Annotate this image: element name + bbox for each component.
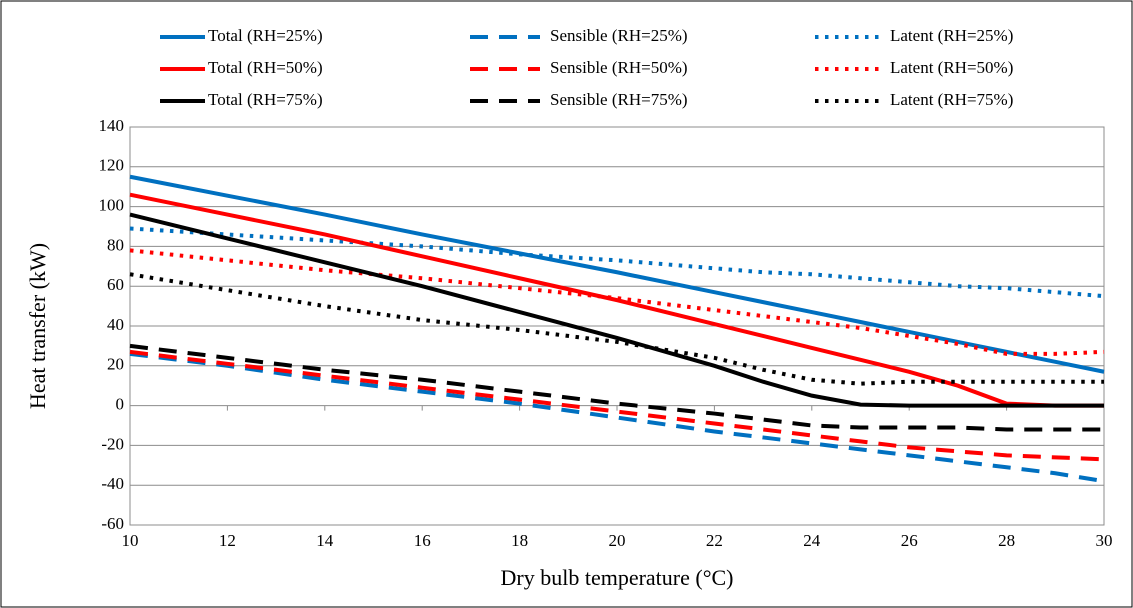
legend-label: Latent (RH=25%): [890, 26, 1013, 45]
legend-label: Latent (RH=50%): [890, 58, 1013, 77]
y-tick-label: -60: [101, 514, 124, 533]
y-tick-label: 20: [107, 355, 124, 374]
y-tick-label: -20: [101, 434, 124, 453]
series-line: [129, 174, 1105, 374]
y-tick-label: -40: [101, 474, 124, 493]
legend-label: Sensible (RH=75%): [550, 90, 688, 109]
series-line: [129, 226, 1105, 299]
y-tick-label: 80: [107, 235, 124, 254]
x-tick-label: 16: [414, 531, 431, 550]
legend-label: Total (RH=75%): [208, 90, 323, 109]
legend-label: Total (RH=25%): [208, 26, 323, 45]
legend-label: Latent (RH=75%): [890, 90, 1013, 109]
x-tick-label: 22: [706, 531, 723, 550]
x-tick-label: 14: [316, 531, 334, 550]
y-tick-label: 40: [107, 315, 124, 334]
x-tick-label: 28: [998, 531, 1015, 550]
y-tick-label: 60: [107, 275, 124, 294]
legend-label: Sensible (RH=25%): [550, 26, 688, 45]
x-tick-label: 18: [511, 531, 528, 550]
plot-border: [129, 126, 1105, 526]
x-tick-label: 26: [901, 531, 918, 550]
legend-label: Sensible (RH=50%): [550, 58, 688, 77]
legend-label: Total (RH=50%): [208, 58, 323, 77]
x-tick-label: 10: [122, 531, 139, 550]
x-tick-label: 12: [219, 531, 236, 550]
series-line: [129, 212, 1104, 408]
y-axis-label: Heat transfer (kW): [25, 243, 50, 409]
y-tick-label: 100: [99, 196, 125, 215]
y-tick-label: 0: [116, 395, 125, 414]
x-tick-label: 30: [1096, 531, 1113, 550]
series-line: [129, 272, 1104, 386]
x-tick-label: 24: [803, 531, 821, 550]
x-axis-label: Dry bulb temperature (°C): [501, 565, 734, 590]
series-line: [129, 192, 1104, 408]
series-line: [129, 351, 1105, 484]
y-tick-label: 140: [99, 116, 125, 135]
y-tick-label: 120: [99, 156, 125, 175]
x-tick-label: 20: [609, 531, 626, 550]
